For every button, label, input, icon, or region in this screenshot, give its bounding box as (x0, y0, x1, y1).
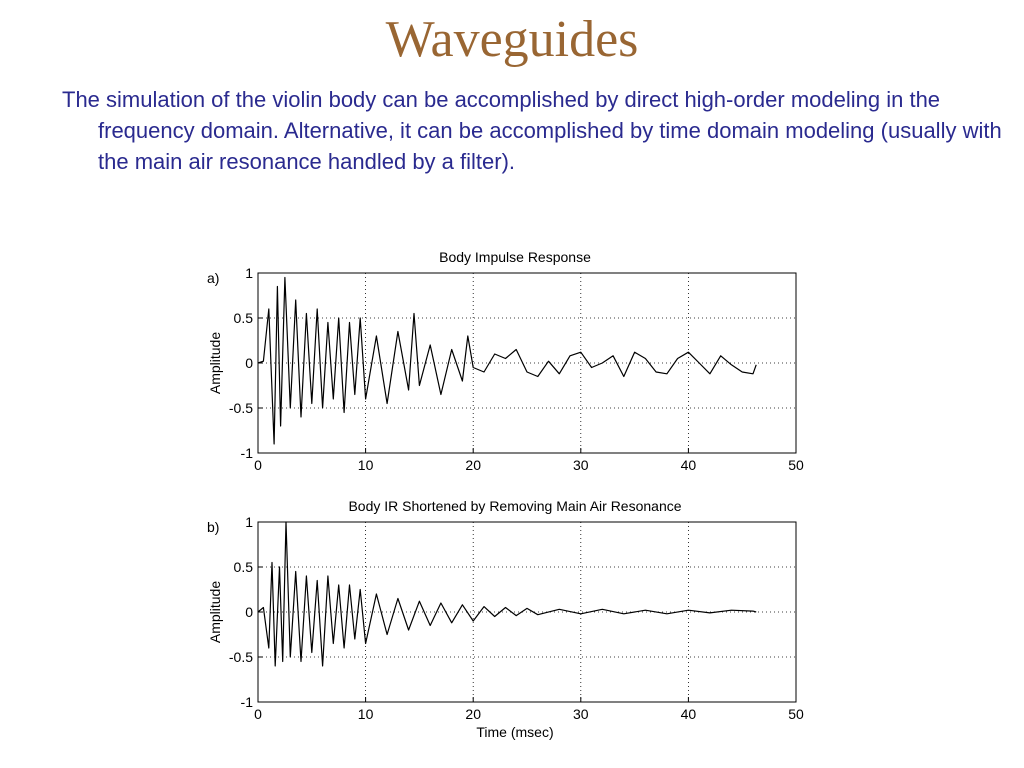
y-tick-label: 0.5 (234, 559, 254, 575)
impulse-response-figure: 0 10 20 30 40 50 1 0.5 0 -0.5 -1 Body Impulse Respo… (200, 240, 820, 760)
y-tick-label: 1 (245, 265, 253, 281)
x-tick-label: 20 (465, 706, 481, 722)
slide-title: Waveguides (385, 11, 639, 68)
x-tick-label: 10 (358, 706, 374, 722)
y-tick-label: 1 (245, 514, 253, 530)
slide-body-text: The simulation of the violin body can be… (62, 87, 1002, 174)
chart-panel-b: 0 10 20 30 40 50 1 0.5 0 -0.5 -1 Body IR Shortened … (207, 498, 804, 740)
y-tick-label: -1 (241, 694, 254, 710)
chart-title: Body IR Shortened by Removing Main Air R… (348, 498, 681, 514)
y-tick-label: 0.5 (234, 310, 254, 326)
x-tick-label: 50 (788, 457, 804, 473)
y-tick-label: -0.5 (229, 649, 253, 665)
x-tick-label: 40 (681, 706, 697, 722)
series-line (257, 276, 757, 445)
x-tick-label: 50 (788, 706, 804, 722)
x-tick-label: 0 (254, 706, 262, 722)
x-tick-label: 0 (254, 457, 262, 473)
y-tick-label: 0 (245, 355, 253, 371)
chart-title: Body Impulse Response (439, 249, 591, 265)
y-axis-label: Amplitude (207, 581, 223, 643)
x-tick-label: 40 (681, 457, 697, 473)
y-tick-label: -1 (241, 445, 254, 461)
panel-label: b) (207, 519, 219, 535)
chart-panel-a: 0 10 20 30 40 50 1 0.5 0 -0.5 -1 Body Impulse Respo… (207, 249, 804, 473)
x-tick-label: 20 (465, 457, 481, 473)
series-line (257, 521, 757, 667)
x-tick-label: 10 (358, 457, 374, 473)
x-tick-label: 30 (573, 457, 589, 473)
y-tick-label: -0.5 (229, 400, 253, 416)
y-tick-label: 0 (245, 604, 253, 620)
x-tick-label: 30 (573, 706, 589, 722)
y-axis-label: Amplitude (207, 332, 223, 394)
x-axis-label: Time (msec) (476, 724, 553, 740)
panel-label: a) (207, 270, 219, 286)
